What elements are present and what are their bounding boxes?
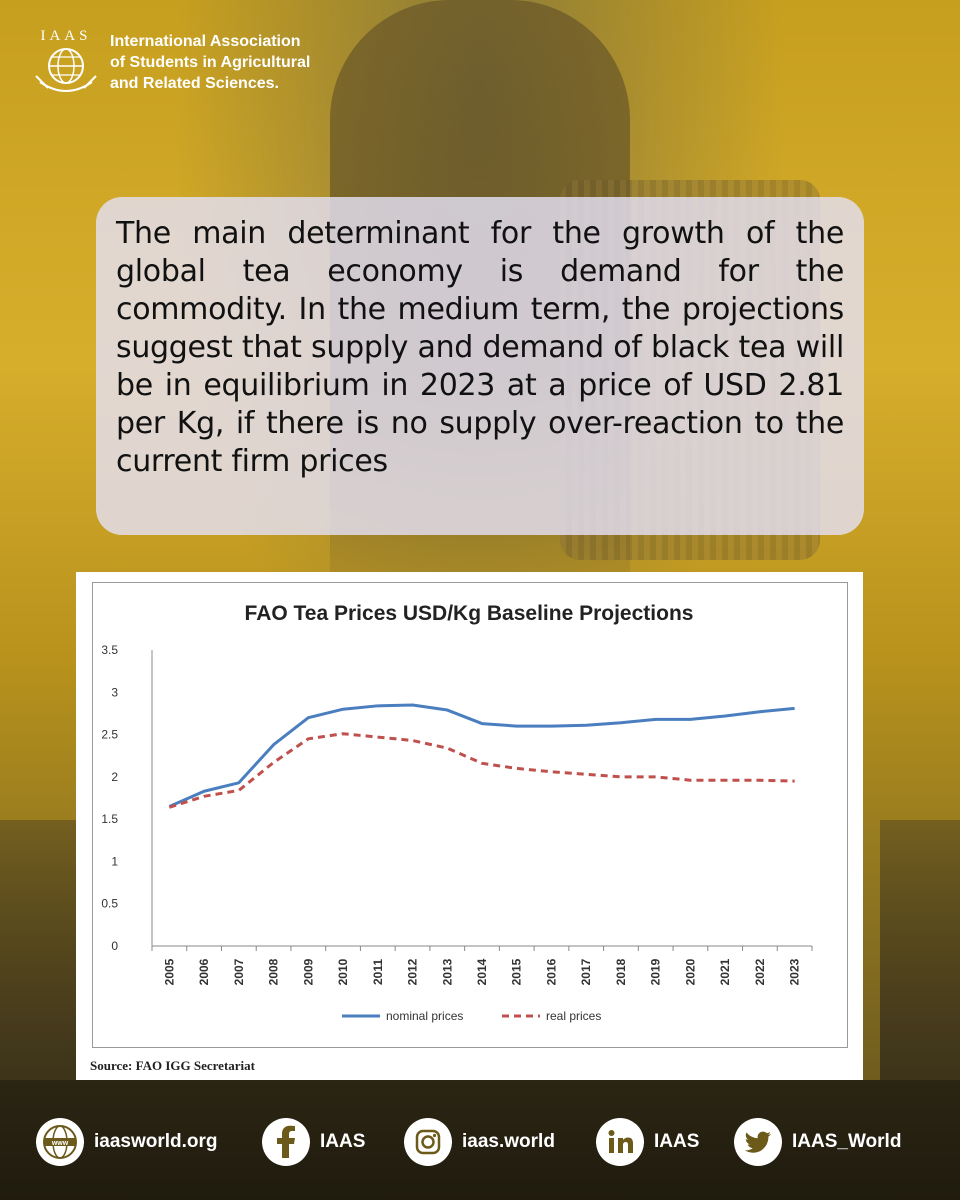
field-right	[880, 820, 960, 1100]
footer-instagram[interactable]: iaas.world	[404, 1118, 555, 1166]
x-tick-label: 2015	[510, 958, 524, 985]
globe-logo-icon: IAAS	[35, 28, 97, 92]
linkedin-icon	[596, 1118, 644, 1166]
x-tick-label: 2021	[718, 958, 732, 985]
x-tick-label: 2014	[475, 958, 489, 985]
series-line-real	[168, 732, 795, 809]
facebook-label: IAAS	[320, 1131, 366, 1152]
iaas-logo: IAAS International Association of Studen…	[26, 26, 310, 98]
legend-label-nominal: nominal prices	[386, 1009, 463, 1023]
x-tick-label: 2008	[267, 958, 281, 985]
org-name-line1: International Association	[110, 32, 301, 50]
instagram-label: iaas.world	[462, 1131, 555, 1152]
chart-card: FAO Tea Prices USD/Kg Baseline Projectio…	[76, 572, 863, 1080]
x-tick-label: 2011	[371, 959, 385, 985]
x-tick-label: 2007	[232, 958, 246, 985]
org-name: International Association of Students in…	[110, 31, 310, 94]
series-line-nominal	[168, 703, 795, 808]
linkedin-label: IAAS	[654, 1131, 700, 1152]
org-name-line3: and Related Sciences.	[110, 74, 279, 92]
x-tick-label: 2009	[301, 958, 315, 985]
footer-linkedin[interactable]: IAAS	[596, 1118, 699, 1166]
x-tick-label: 2017	[579, 958, 593, 985]
chart-title: FAO Tea Prices USD/Kg Baseline Projectio…	[245, 602, 694, 625]
y-tick-label: 1	[111, 854, 118, 868]
x-tick-label: 2012	[406, 958, 420, 985]
x-tick-label: 2010	[336, 958, 350, 985]
chart-frame	[92, 582, 848, 1048]
x-tick-label: 2013	[440, 958, 454, 985]
x-tick-label: 2020	[683, 958, 697, 985]
legend-label-real: real prices	[546, 1009, 601, 1023]
chart-source: Source: FAO IGG Secretariat	[90, 1058, 255, 1073]
y-tick-label: 1.5	[101, 812, 118, 826]
footer-twitter[interactable]: IAAS_World	[734, 1118, 901, 1166]
field-left	[0, 820, 80, 1100]
svg-text:www: www	[51, 1140, 69, 1147]
y-tick-label: 0	[111, 939, 118, 953]
twitter-icon	[734, 1118, 782, 1166]
x-tick-label: 2016	[544, 958, 558, 985]
facebook-icon	[262, 1118, 310, 1166]
body-paragraph: The main determinant for the growth of t…	[116, 216, 844, 479]
instagram-icon	[404, 1118, 452, 1166]
x-tick-label: 2019	[649, 958, 663, 985]
footer-social-bar: www iaasworld.org IAAS iaas.world	[0, 1106, 960, 1176]
org-name-line2: of Students in Agricultural	[110, 53, 311, 71]
y-tick-label: 0.5	[101, 897, 118, 911]
twitter-label: IAAS_World	[792, 1131, 902, 1152]
x-tick-label: 2006	[197, 958, 211, 985]
x-tick-label: 2018	[614, 958, 628, 985]
y-tick-label: 2.5	[101, 728, 118, 742]
footer-website[interactable]: www iaasworld.org	[36, 1118, 218, 1166]
y-tick-label: 3.5	[101, 643, 118, 657]
website-label: iaasworld.org	[94, 1131, 218, 1152]
footer-facebook[interactable]: IAAS	[262, 1118, 365, 1166]
text-panel: The main determinant for the growth of t…	[96, 197, 864, 535]
y-tick-label: 2	[111, 770, 118, 784]
x-tick-label: 2005	[162, 958, 176, 985]
y-tick-label: 3	[111, 685, 118, 699]
tea-field	[0, 1080, 960, 1200]
logo-letters: IAAS	[40, 28, 91, 44]
globe-www-icon: www	[36, 1118, 84, 1166]
x-tick-label: 2022	[753, 958, 767, 985]
tea-price-chart: FAO Tea Prices USD/Kg Baseline Projectio…	[101, 602, 813, 1023]
x-tick-label: 2023	[788, 958, 802, 985]
